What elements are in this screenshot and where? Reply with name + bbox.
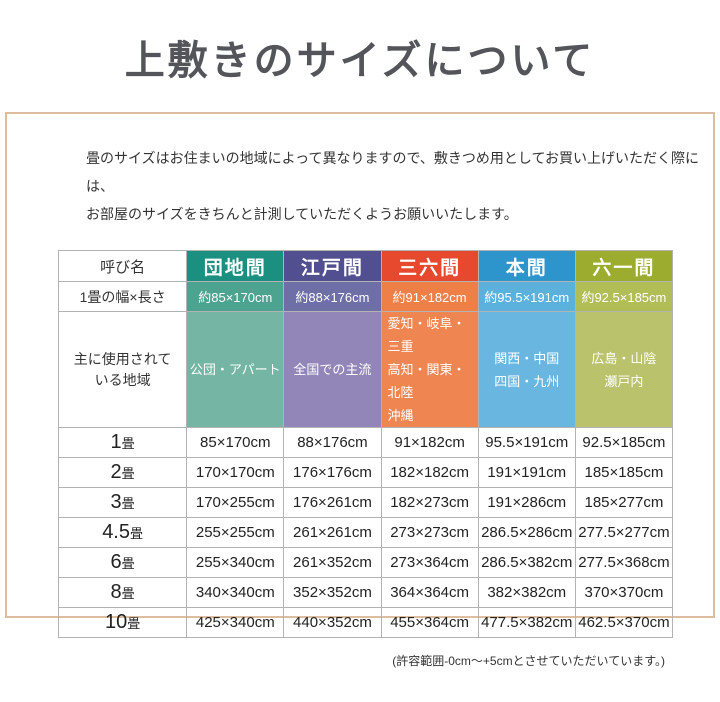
dimension-cell: 170×255cm: [186, 487, 285, 518]
table-row-10jo: 10畳 425×340cm 440×352cm 455×364cm 477.5×…: [57, 607, 674, 638]
dimension-cell: 92.5×185cm: [574, 427, 674, 458]
mat-size-cell: 約92.5×185cm: [574, 281, 674, 312]
intro-line-1: 畳のサイズはお住まいの地域によって異なりますので、敷きつめ用としてお買い上げいた…: [86, 150, 700, 194]
dimension-cell: 425×340cm: [186, 607, 285, 638]
row-label-cell: 4.5畳: [57, 517, 188, 548]
dimension-cell: 191×286cm: [477, 487, 576, 518]
dimension-cell: 462.5×370cm: [574, 607, 674, 638]
tatami-size-table: 呼び名 団地間 江戸間 三六間 本間 六一間 1畳の幅×長さ 約85×170cm…: [57, 250, 674, 638]
page-title: 上敷きのサイズについて: [124, 38, 596, 83]
dimension-cell: 255×255cm: [186, 517, 285, 548]
dimension-cell: 277.5×277cm: [574, 517, 674, 548]
region-cell: 公団・アパート: [186, 311, 285, 428]
row-label-number: 6: [110, 551, 122, 573]
row-label-number: 4.5: [102, 521, 130, 543]
column-header-danchima: 団地間: [186, 250, 285, 282]
dimension-cell: 273×273cm: [380, 517, 479, 548]
dimension-cell: 370×370cm: [574, 577, 674, 608]
row-label-number: 8: [110, 581, 122, 603]
dimension-cell: 455×364cm: [380, 607, 479, 638]
row-label-number: 1: [110, 431, 122, 453]
row-label-number: 10: [104, 611, 128, 633]
dimension-cell: 95.5×191cm: [477, 427, 576, 458]
row-label-cell: 6畳: [57, 547, 188, 578]
dimension-cell: 182×273cm: [380, 487, 479, 518]
dimension-cell: 261×261cm: [283, 517, 382, 548]
region-cell: 関西・中国 四国・九州: [477, 311, 576, 428]
dimension-cell: 191×191cm: [477, 457, 576, 488]
mat-size-cell: 約85×170cm: [186, 281, 285, 312]
dimension-cell: 340×340cm: [186, 577, 285, 608]
row-label-cell: 2畳: [57, 457, 188, 488]
column-header-edoma: 江戸間: [283, 250, 382, 282]
table-row-8jo: 8畳 340×340cm 352×352cm 364×364cm 382×382…: [57, 577, 674, 608]
table-row-4-5jo: 4.5畳 255×255cm 261×261cm 273×273cm 286.5…: [57, 517, 674, 548]
column-header-honma: 本間: [477, 250, 576, 282]
dimension-cell: 382×382cm: [477, 577, 576, 608]
region-row: 主に使用されて いる地域 公団・アパート 全国での主流 愛知・岐阜・三重 高知・…: [57, 311, 674, 428]
row-label-unit: 畳: [121, 436, 135, 451]
header-row: 呼び名 団地間 江戸間 三六間 本間 六一間: [57, 250, 674, 282]
dimension-cell: 255×340cm: [186, 547, 285, 578]
region-cell: 全国での主流: [283, 311, 382, 428]
row-label-number: 2: [110, 461, 122, 483]
mat-size-cell: 約88×176cm: [283, 281, 382, 312]
row-label-number: 3: [110, 491, 122, 513]
row-label-unit: 畳: [130, 526, 144, 541]
dimension-cell: 170×170cm: [186, 457, 285, 488]
row-label-unit: 畳: [121, 586, 135, 601]
row-label-cell: 10畳: [57, 607, 188, 638]
dimension-cell: 286.5×382cm: [477, 547, 576, 578]
row-label-cell: 3畳: [57, 487, 188, 518]
mat-size-cell: 約95.5×191cm: [477, 281, 576, 312]
row-label-unit: 畳: [121, 496, 135, 511]
row-label-cell: 8畳: [57, 577, 188, 608]
corner-header: 呼び名: [57, 250, 188, 282]
dimension-cell: 91×182cm: [380, 427, 479, 458]
dimension-cell: 440×352cm: [283, 607, 382, 638]
dimension-cell: 261×352cm: [283, 547, 382, 578]
intro-line-2: お部屋のサイズをきちんと計測していただくようお願いいたします。: [86, 206, 518, 222]
dimension-cell: 364×364cm: [380, 577, 479, 608]
table-row-1jo: 1畳 85×170cm 88×176cm 91×182cm 95.5×191cm…: [57, 427, 674, 458]
content-frame: 畳のサイズはお住まいの地域によって異なりますので、敷きつめ用としてお買い上げいた…: [5, 112, 715, 668]
dimension-cell: 273×364cm: [380, 547, 479, 578]
region-row-label: 主に使用されて いる地域: [57, 311, 188, 428]
region-cell: 愛知・岐阜・三重 高知・関東・北陸 沖縄: [380, 311, 479, 428]
mat-size-row-label: 1畳の幅×長さ: [57, 281, 188, 312]
table-row-3jo: 3畳 170×255cm 176×261cm 182×273cm 191×286…: [57, 487, 674, 518]
column-header-saburokuma: 三六間: [380, 250, 479, 282]
dimension-cell: 85×170cm: [186, 427, 285, 458]
dimension-cell: 277.5×368cm: [574, 547, 674, 578]
mat-size-cell: 約91×182cm: [380, 281, 479, 312]
tolerance-footnote: (許容範囲-0cm～+5cmとさせていただいています。): [392, 654, 665, 668]
dimension-cell: 176×261cm: [283, 487, 382, 518]
row-label-cell: 1畳: [57, 427, 188, 458]
dimension-cell: 185×185cm: [574, 457, 674, 488]
column-header-rokuichima: 六一間: [574, 250, 674, 282]
table-row-2jo: 2畳 170×170cm 176×176cm 182×182cm 191×191…: [57, 457, 674, 488]
dimension-cell: 352×352cm: [283, 577, 382, 608]
intro-text: 畳のサイズはお住まいの地域によって異なりますので、敷きつめ用としてお買い上げいた…: [86, 144, 713, 228]
dimension-cell: 176×176cm: [283, 457, 382, 488]
dimension-cell: 182×182cm: [380, 457, 479, 488]
table-row-6jo: 6畳 255×340cm 261×352cm 273×364cm 286.5×3…: [57, 547, 674, 578]
mat-size-row: 1畳の幅×長さ 約85×170cm 約88×176cm 約91×182cm 約9…: [57, 281, 674, 312]
dimension-cell: 477.5×382cm: [477, 607, 576, 638]
row-label-unit: 畳: [127, 616, 141, 631]
dimension-cell: 185×277cm: [574, 487, 674, 518]
row-label-unit: 畳: [121, 556, 135, 571]
dimension-cell: 286.5×286cm: [477, 517, 576, 548]
row-label-unit: 畳: [121, 466, 135, 481]
dimension-cell: 88×176cm: [283, 427, 382, 458]
region-cell: 広島・山陰 瀬戸内: [574, 311, 674, 428]
